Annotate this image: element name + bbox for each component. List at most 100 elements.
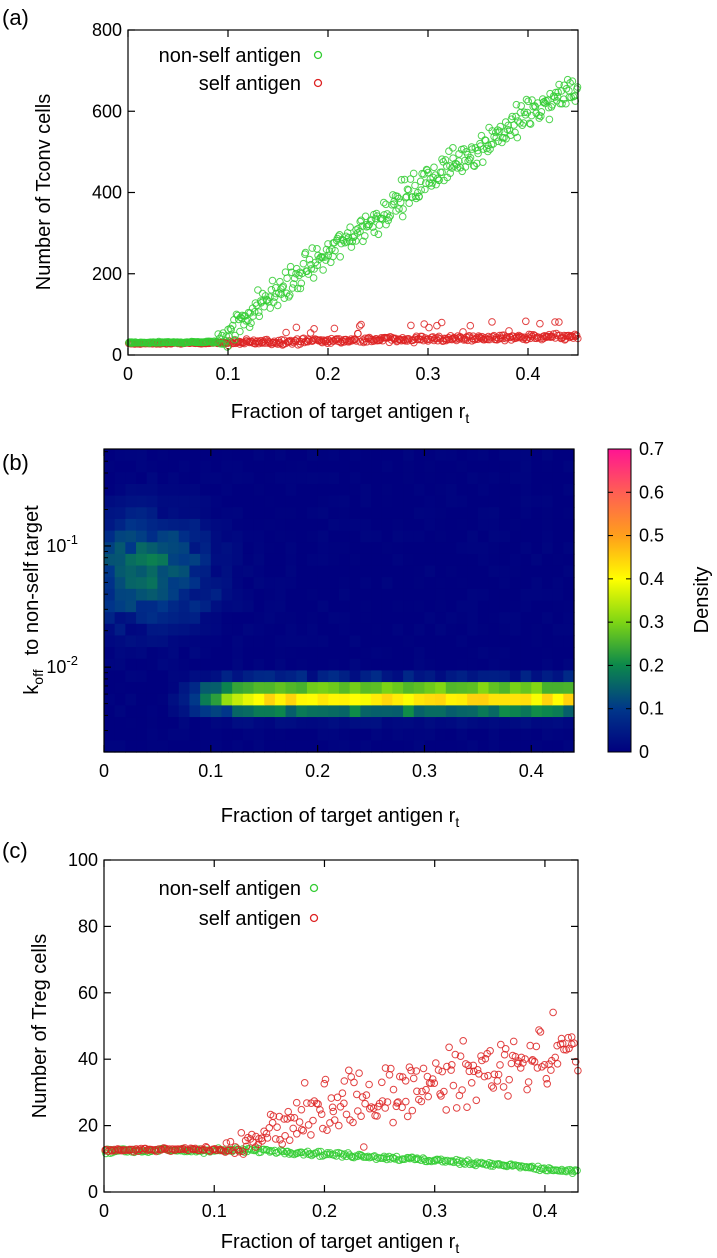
heatmap-cell (253, 670, 265, 683)
heatmap-cell (232, 530, 244, 543)
heatmap-cell (125, 483, 137, 497)
panel-c-point (237, 1129, 246, 1137)
heatmap-cell (531, 682, 543, 695)
heatmap-cell (328, 658, 340, 672)
heatmap-cell (371, 623, 383, 637)
panel-c-point (307, 1131, 315, 1139)
heatmap-cell (488, 647, 500, 660)
heatmap-cell (371, 728, 383, 741)
heatmap-cell (146, 483, 159, 497)
panel-a-point (287, 268, 296, 277)
heatmap-cell (392, 647, 404, 660)
heatmap-cell (136, 507, 148, 520)
heatmap-cell (232, 518, 244, 532)
heatmap-cell (200, 483, 212, 497)
heatmap-cell (114, 682, 126, 695)
heatmap-cell (136, 600, 148, 613)
heatmap-cell (435, 483, 447, 497)
heatmap-cell (360, 658, 372, 672)
heatmap-cell (210, 600, 223, 613)
heatmap-cell (253, 647, 265, 660)
heatmap-cell (477, 449, 490, 462)
heatmap-cell (264, 577, 276, 590)
panel-c-point (355, 1069, 363, 1077)
heatmap-cell (274, 658, 287, 672)
heatmap-cell (168, 647, 180, 660)
panel-a-point (327, 334, 336, 343)
heatmap-cell (253, 705, 265, 718)
panel-a-point (433, 321, 441, 330)
heatmap-cell (189, 565, 201, 578)
heatmap-cell (456, 693, 468, 706)
heatmap-cell (104, 507, 116, 520)
panel-c-point (387, 1064, 395, 1073)
panel-c-point (441, 1158, 450, 1166)
panel-a-point (525, 119, 534, 128)
heatmap-cell (157, 658, 169, 672)
heatmap-cell (499, 577, 511, 590)
heatmap-cell (125, 647, 137, 660)
panel-b-ticks: 0 0.1 0.2 0.3 0.410-110-2 (46, 449, 544, 781)
heatmap-cell (499, 600, 511, 613)
heatmap-cell (488, 682, 500, 695)
heatmap-cell (413, 670, 426, 683)
heatmap-cell (499, 728, 511, 741)
heatmap-cell (242, 658, 255, 672)
panel-b-frame (103, 448, 575, 753)
heatmap-cell (403, 647, 415, 660)
heatmap-cell (499, 647, 511, 660)
panel-a-point (313, 245, 321, 253)
heatmap-cell (552, 495, 564, 508)
heatmap-cell (253, 600, 265, 613)
heatmap-cell (541, 495, 554, 508)
panel-a-point (552, 329, 561, 338)
heatmap-cell (563, 693, 575, 706)
panel-c-xtick-label: 0.4 (532, 1201, 557, 1221)
panel-c-point (327, 1094, 336, 1102)
heatmap-cell (445, 623, 458, 637)
heatmap-cell (200, 565, 212, 578)
heatmap-cell (136, 705, 148, 718)
heatmap-cell (531, 705, 543, 718)
heatmap-cell (104, 682, 116, 695)
heatmap-cell (114, 542, 126, 555)
heatmap-cell (509, 600, 522, 613)
heatmap-cell (317, 658, 329, 672)
panel-c-point (357, 1112, 365, 1120)
panel-a-point (278, 283, 287, 292)
heatmap-cell (563, 600, 575, 613)
heatmap-cell (413, 635, 426, 648)
heatmap-cell (253, 553, 265, 567)
heatmap-cell (435, 588, 447, 602)
heatmap-cell (232, 635, 244, 648)
panel-c-point (494, 1070, 503, 1079)
heatmap-cell (328, 588, 340, 602)
heatmap-cell (306, 460, 319, 473)
panel-b-xtick-label: 0.2 (305, 761, 330, 781)
heatmap-cell (328, 472, 340, 485)
heatmap-cell (563, 460, 575, 473)
panel-c-point (389, 1118, 397, 1127)
heatmap-cell (381, 518, 394, 532)
panel-a-point (430, 163, 438, 172)
panel-c-point (340, 1077, 349, 1085)
panel-a-point (400, 335, 408, 344)
heatmap-cell (168, 472, 180, 485)
panel-c-point (469, 1061, 478, 1070)
heatmap-cell (435, 600, 447, 613)
panel-c-point (430, 1079, 439, 1087)
heatmap-cell (520, 647, 532, 660)
panel-a-point (359, 237, 367, 246)
heatmap-cell (349, 705, 361, 718)
heatmap-cell (552, 460, 564, 473)
panel-c-point (442, 1106, 451, 1114)
panel-c-point (434, 1066, 443, 1074)
panel-c-point (166, 1147, 175, 1155)
heatmap-cell (488, 530, 500, 543)
panel-a-point (420, 320, 429, 328)
panel-a-legend-nonself: non-self antigen (159, 45, 301, 67)
heatmap-cell (274, 530, 287, 543)
heatmap-cell (541, 530, 554, 543)
heatmap-cell (488, 577, 500, 590)
heatmap-cell (328, 682, 340, 695)
